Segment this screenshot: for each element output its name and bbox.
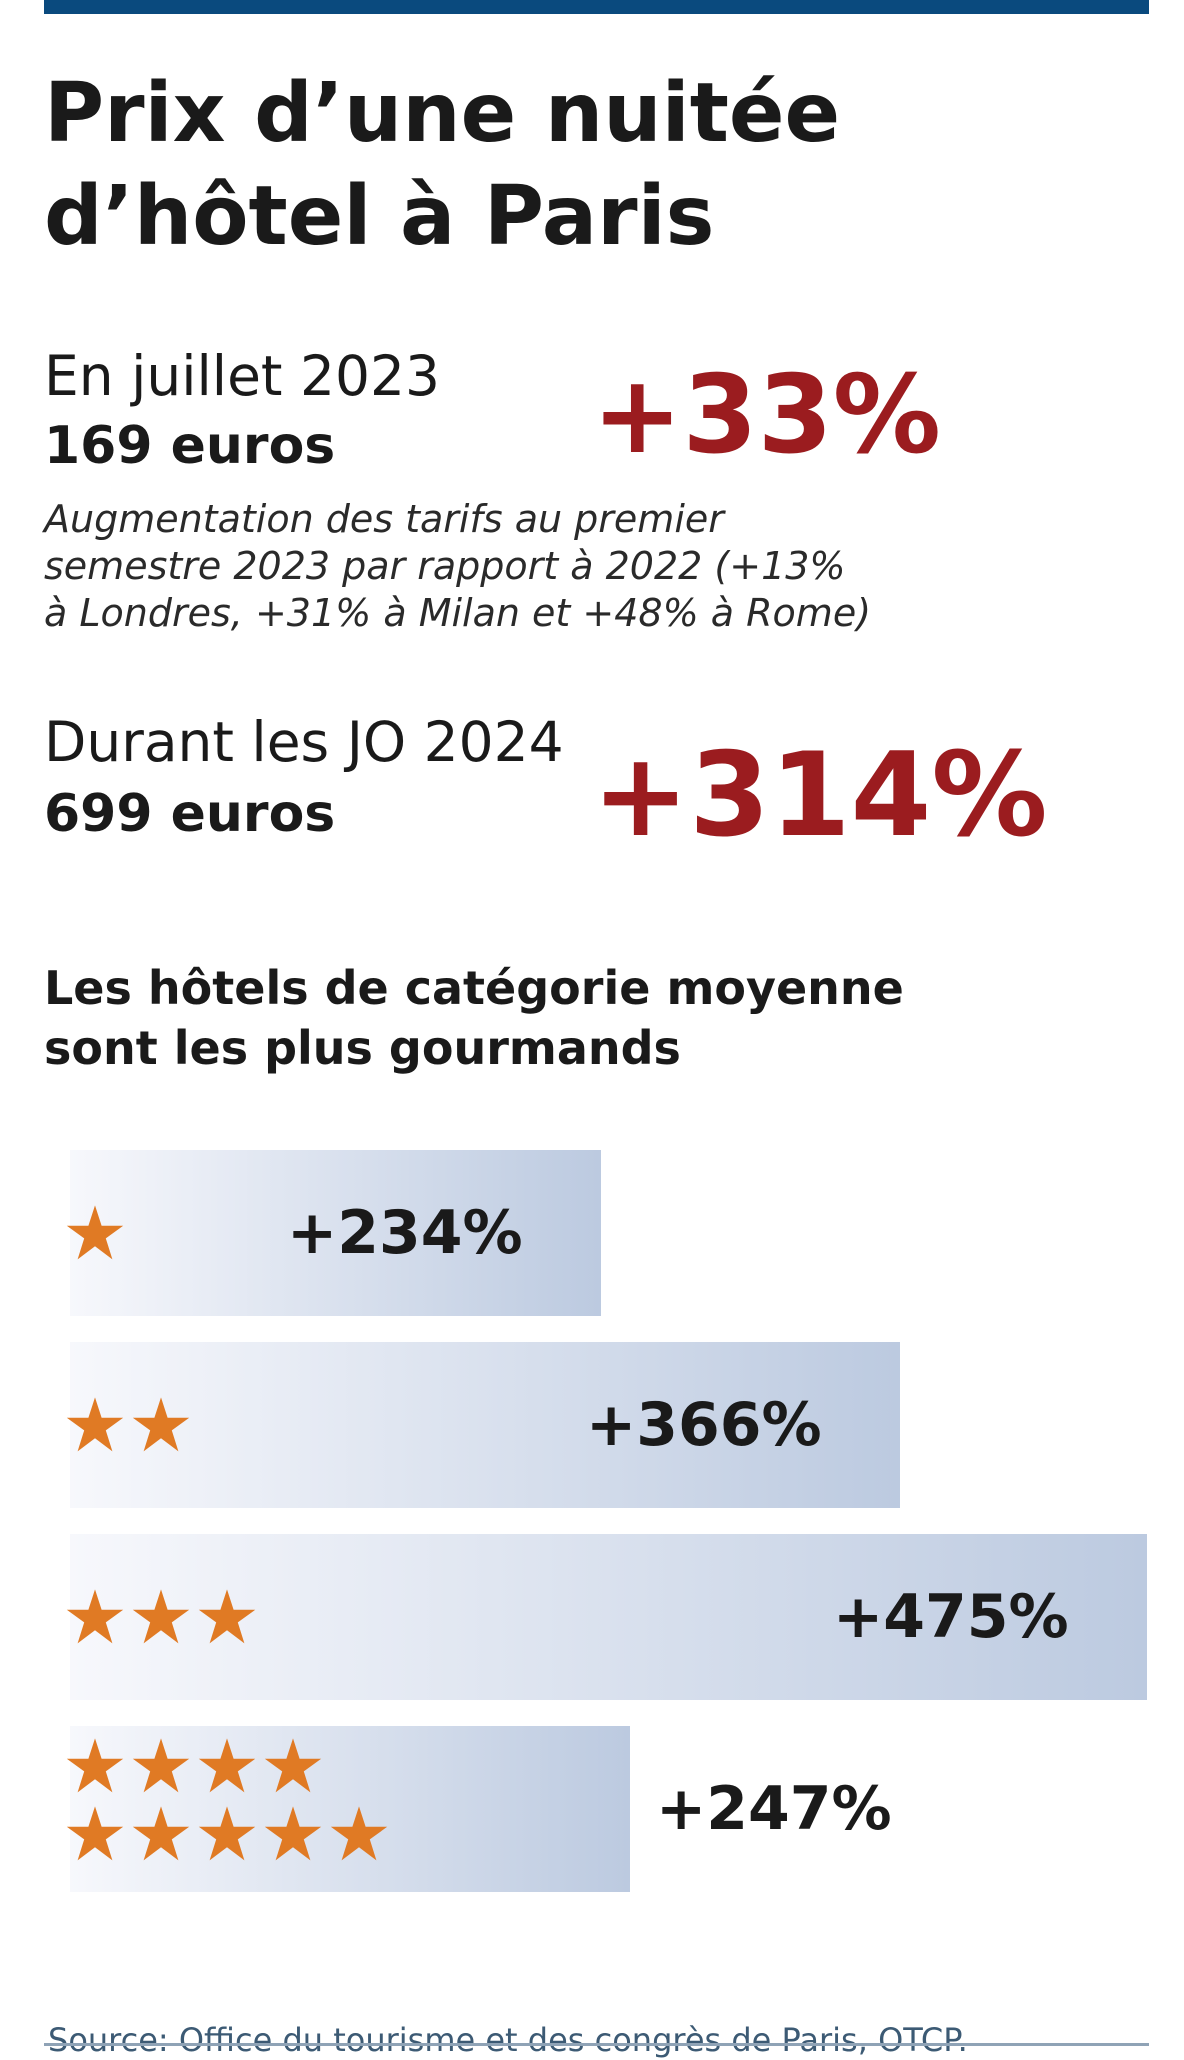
bar-value-label-4: +247%: [656, 1774, 892, 1844]
chart-title: Les hôtels de catégorie moyenne sont les…: [44, 958, 1044, 1078]
star-icon: [198, 1806, 256, 1861]
stat-1-label: En juillet 2023: [44, 344, 440, 408]
note-line-3: à Londres, +31% à Milan et +48% à Rome): [44, 591, 872, 635]
star-icon: [198, 1589, 256, 1644]
bar-3: [70, 1534, 1147, 1700]
star-icon: [330, 1806, 388, 1861]
stat-2-value: 699 euros: [44, 784, 336, 844]
star-icon: [132, 1806, 190, 1861]
page-title: Prix d’une nuitée d’hôtel à Paris: [44, 62, 1144, 268]
chart-title-line-1: Les hôtels de catégorie moyenne: [44, 961, 904, 1015]
bar-2: [70, 1342, 900, 1508]
stat-1-value: 169 euros: [44, 416, 336, 476]
stat-note: Augmentation des tarifs au premier semes…: [44, 496, 944, 637]
star-icon: [66, 1397, 124, 1452]
title-line-2: d’hôtel à Paris: [44, 169, 715, 264]
stat-2-label: Durant les JO 2024: [44, 710, 564, 774]
bar-value-label-1: +234%: [287, 1198, 523, 1268]
note-line-1: Augmentation des tarifs au premier: [44, 497, 724, 541]
star-icon: [66, 1589, 124, 1644]
chart-title-line-2: sont les plus gourmands: [44, 1021, 681, 1075]
stat-1-change: +33%: [592, 353, 941, 478]
star-icon: [198, 1738, 256, 1793]
star-icon: [264, 1806, 322, 1861]
stat-2-change: +314%: [592, 728, 1048, 863]
source-note: Source: Office du tourisme et des congrè…: [48, 2021, 968, 2059]
note-line-2: semestre 2023 par rapport à 2022 (+13%: [44, 544, 846, 588]
star-icon: [264, 1738, 322, 1793]
star-icon: [66, 1806, 124, 1861]
top-rule: [44, 0, 1149, 14]
bar-1: [70, 1150, 601, 1316]
bar-value-label-2: +366%: [586, 1390, 822, 1460]
star-icon: [132, 1397, 190, 1452]
star-icon: [66, 1738, 124, 1793]
title-line-1: Prix d’une nuitée: [44, 66, 841, 161]
star-icon: [132, 1589, 190, 1644]
bar-value-label-3: +475%: [833, 1582, 1069, 1652]
star-icon: [132, 1738, 190, 1793]
source-rule: [44, 2043, 1149, 2046]
star-icon: [66, 1205, 124, 1260]
